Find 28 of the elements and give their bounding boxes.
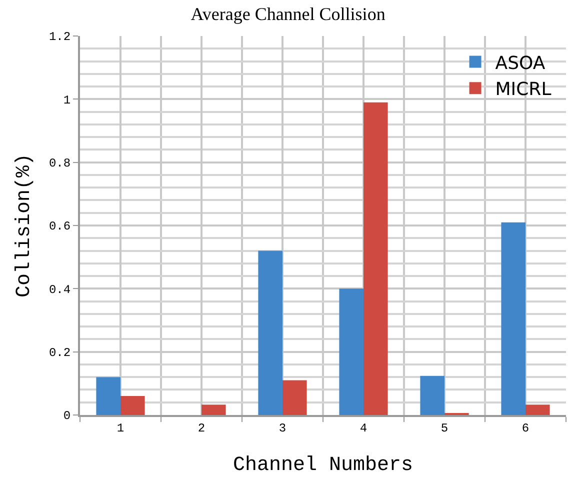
y-tick-label: 0 [63, 409, 71, 424]
bar [202, 404, 226, 415]
chart-title: Average Channel Collision [190, 4, 386, 24]
legend-label: MICRL [495, 79, 552, 100]
x-tick-label: 1 [116, 421, 124, 436]
x-tick-label: 3 [278, 421, 286, 436]
bar [120, 396, 145, 415]
bar [339, 288, 364, 415]
y-tick-label: 1.2 [48, 30, 71, 44]
bar [258, 250, 282, 415]
bar [282, 380, 307, 415]
x-tick-label: 4 [360, 421, 368, 436]
x-tick-label: 6 [522, 421, 530, 436]
bar [501, 222, 526, 415]
y-axis-title: Collision(%) [13, 153, 36, 298]
y-tick-label: 0.8 [48, 156, 71, 171]
legend-label: ASOA [495, 52, 546, 74]
x-tick-label: 5 [440, 421, 448, 436]
bar [526, 404, 550, 415]
y-tick-label: 0.6 [48, 220, 71, 234]
y-tick-label: 0.4 [48, 282, 71, 297]
y-tick-label: 0.2 [48, 346, 71, 360]
bar [96, 377, 120, 415]
bar [420, 376, 444, 415]
x-axis-title: Channel Numbers [232, 454, 414, 477]
x-tick-label: 2 [198, 421, 206, 436]
bar [364, 102, 388, 415]
y-tick-label: 1 [63, 93, 71, 108]
